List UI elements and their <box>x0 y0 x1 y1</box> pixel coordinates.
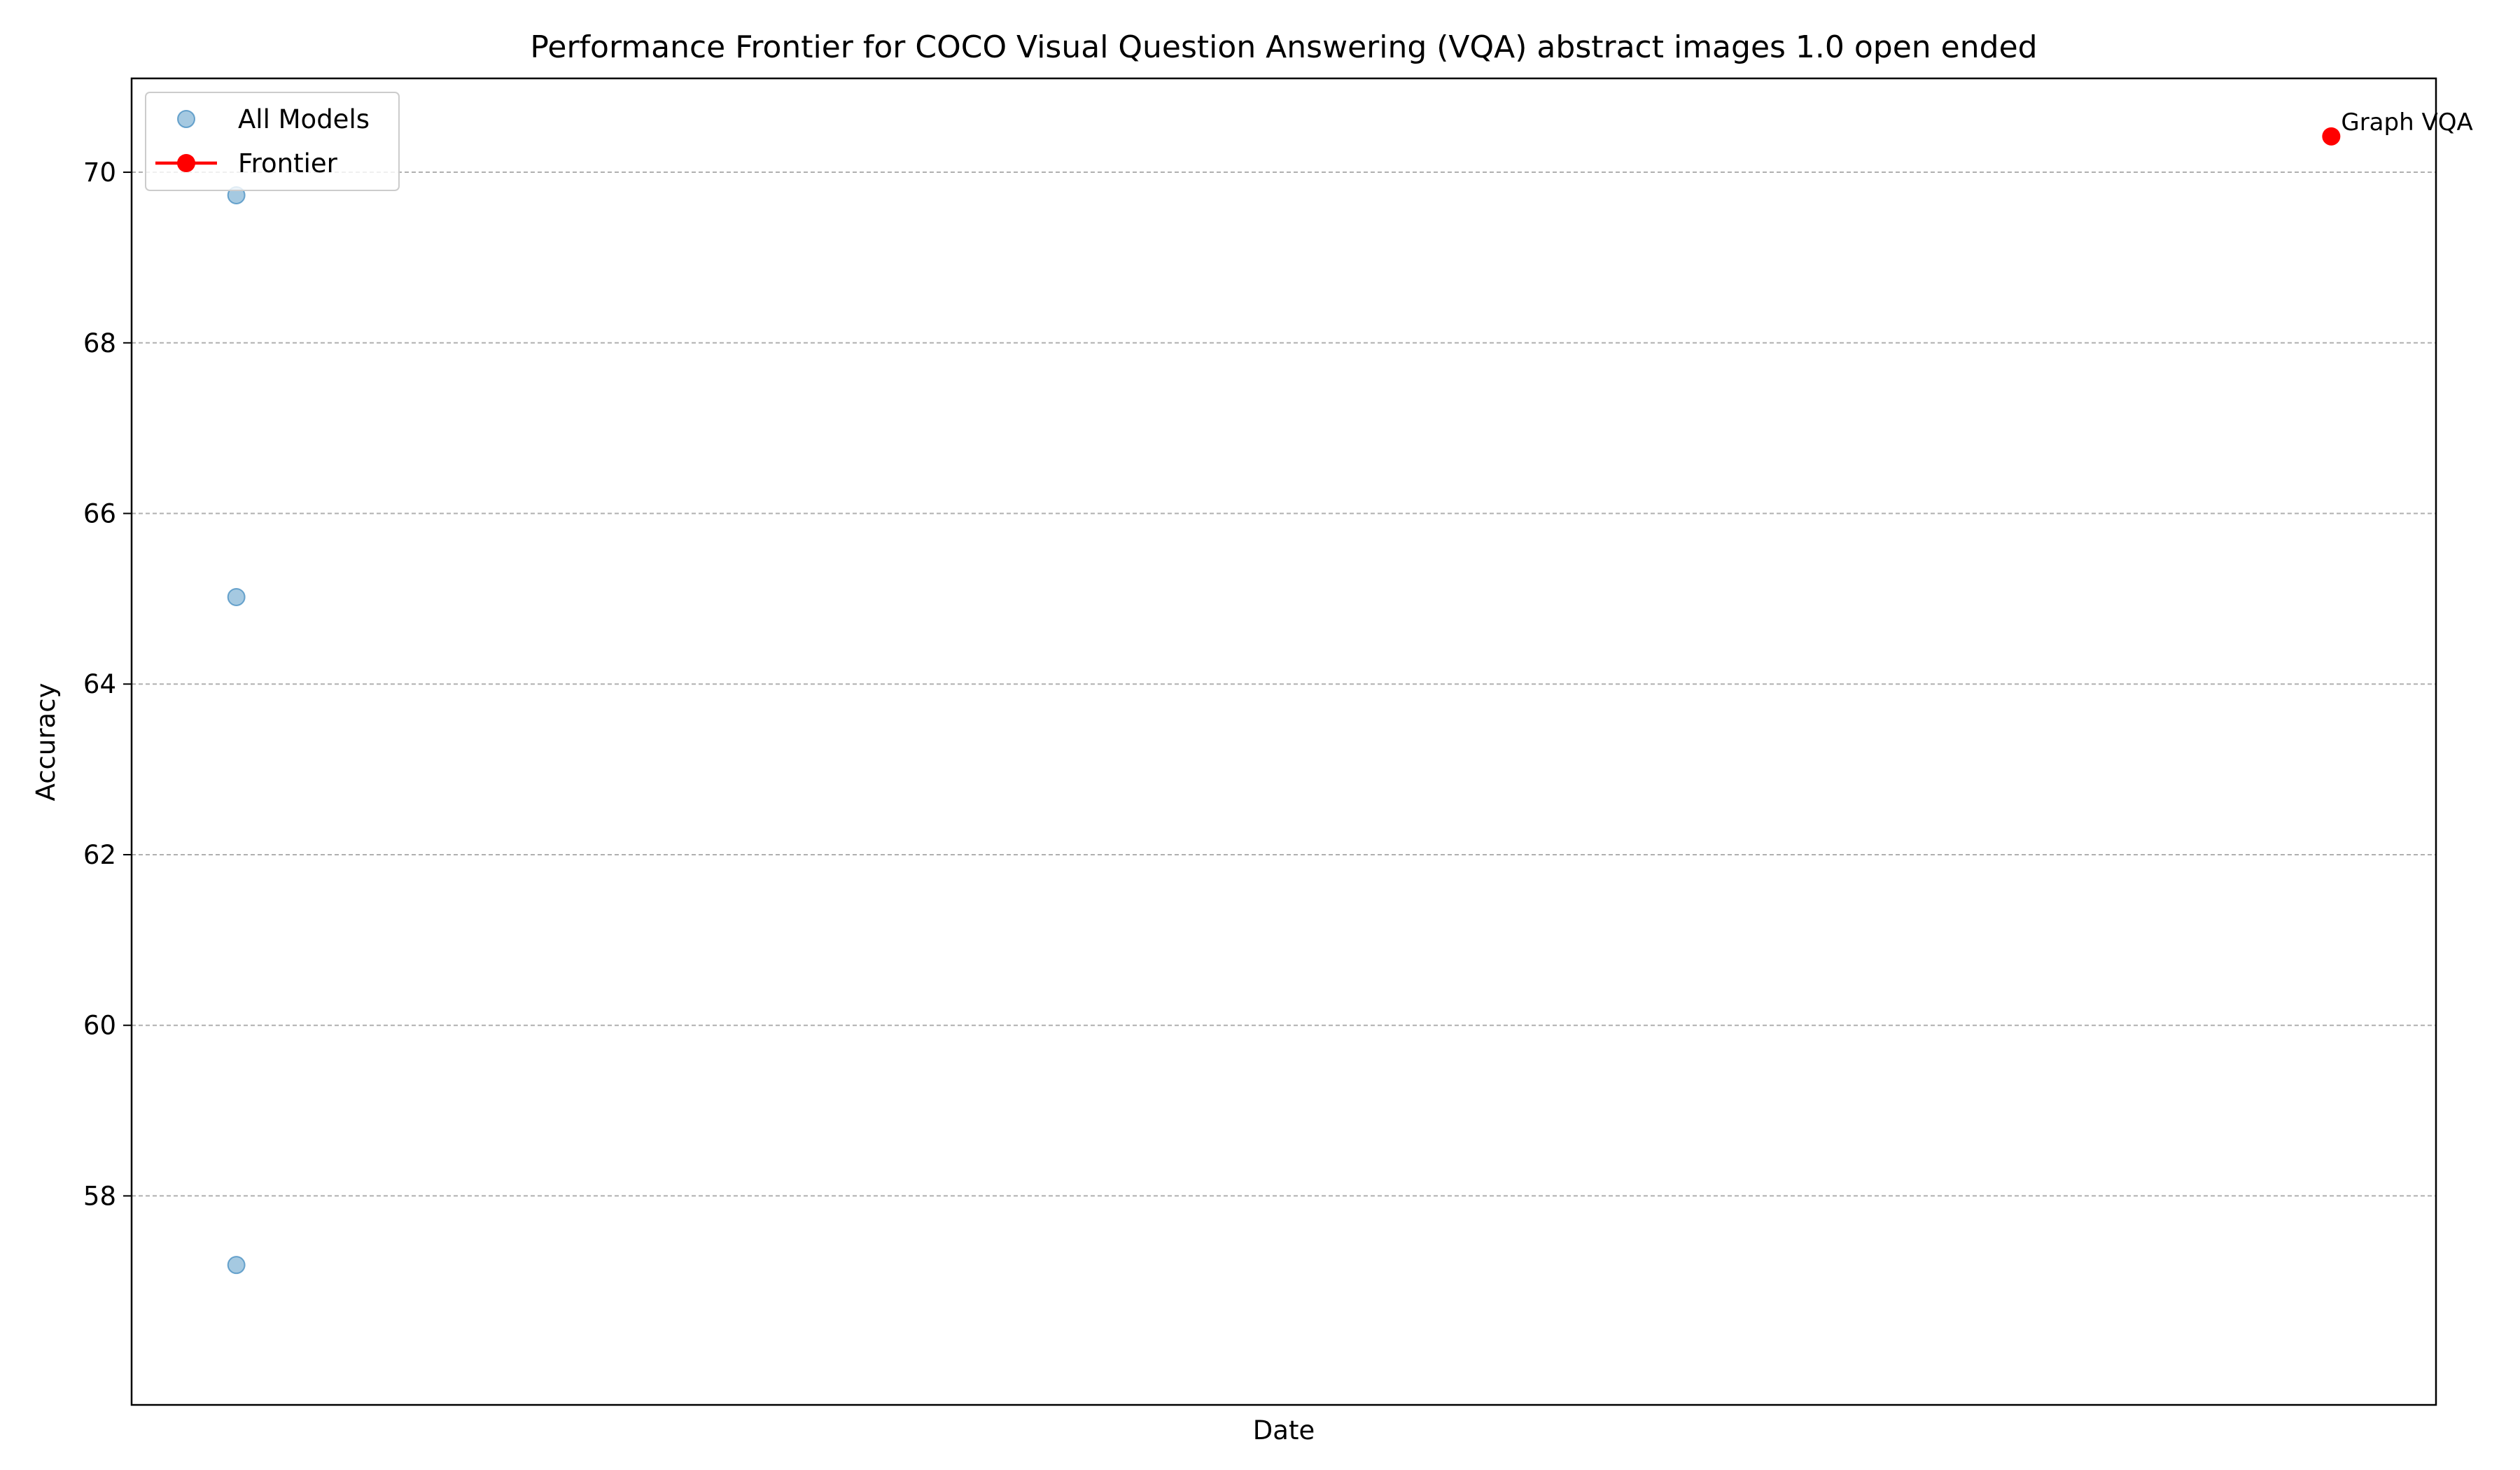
plot-area-frame <box>130 77 2437 1406</box>
y-axis-label: Accuracy <box>31 683 61 802</box>
y-tick-label: 62 <box>83 840 116 870</box>
frontier-point-label: Graph VQA <box>2341 108 2472 136</box>
legend: All Models Frontier <box>145 92 400 191</box>
y-tick-label: 60 <box>83 1011 116 1041</box>
legend-label-frontier: Frontier <box>238 148 338 178</box>
y-gridlines <box>132 172 2436 1197</box>
frontier-point <box>2322 127 2341 146</box>
x-axis-label: Date <box>1253 1415 1315 1446</box>
legend-marker-frontier <box>177 154 195 172</box>
legend-box <box>145 92 400 191</box>
data-points: Graph VQA <box>227 108 2473 1275</box>
y-tick-label: 66 <box>83 499 116 529</box>
y-tick-label: 58 <box>83 1181 116 1211</box>
y-tick-label: 68 <box>83 328 116 358</box>
y-tick-label: 64 <box>83 669 116 699</box>
all-models-point <box>227 1256 246 1275</box>
all-models-point <box>227 587 246 606</box>
legend-marker-all-models <box>177 110 195 128</box>
y-axis-ticks: 58 60 62 64 66 68 70 <box>83 158 132 1211</box>
legend-label-all-models: All Models <box>238 104 370 134</box>
y-tick-label: 70 <box>83 158 116 188</box>
chart-title: Performance Frontier for COCO Visual Que… <box>530 29 2037 65</box>
